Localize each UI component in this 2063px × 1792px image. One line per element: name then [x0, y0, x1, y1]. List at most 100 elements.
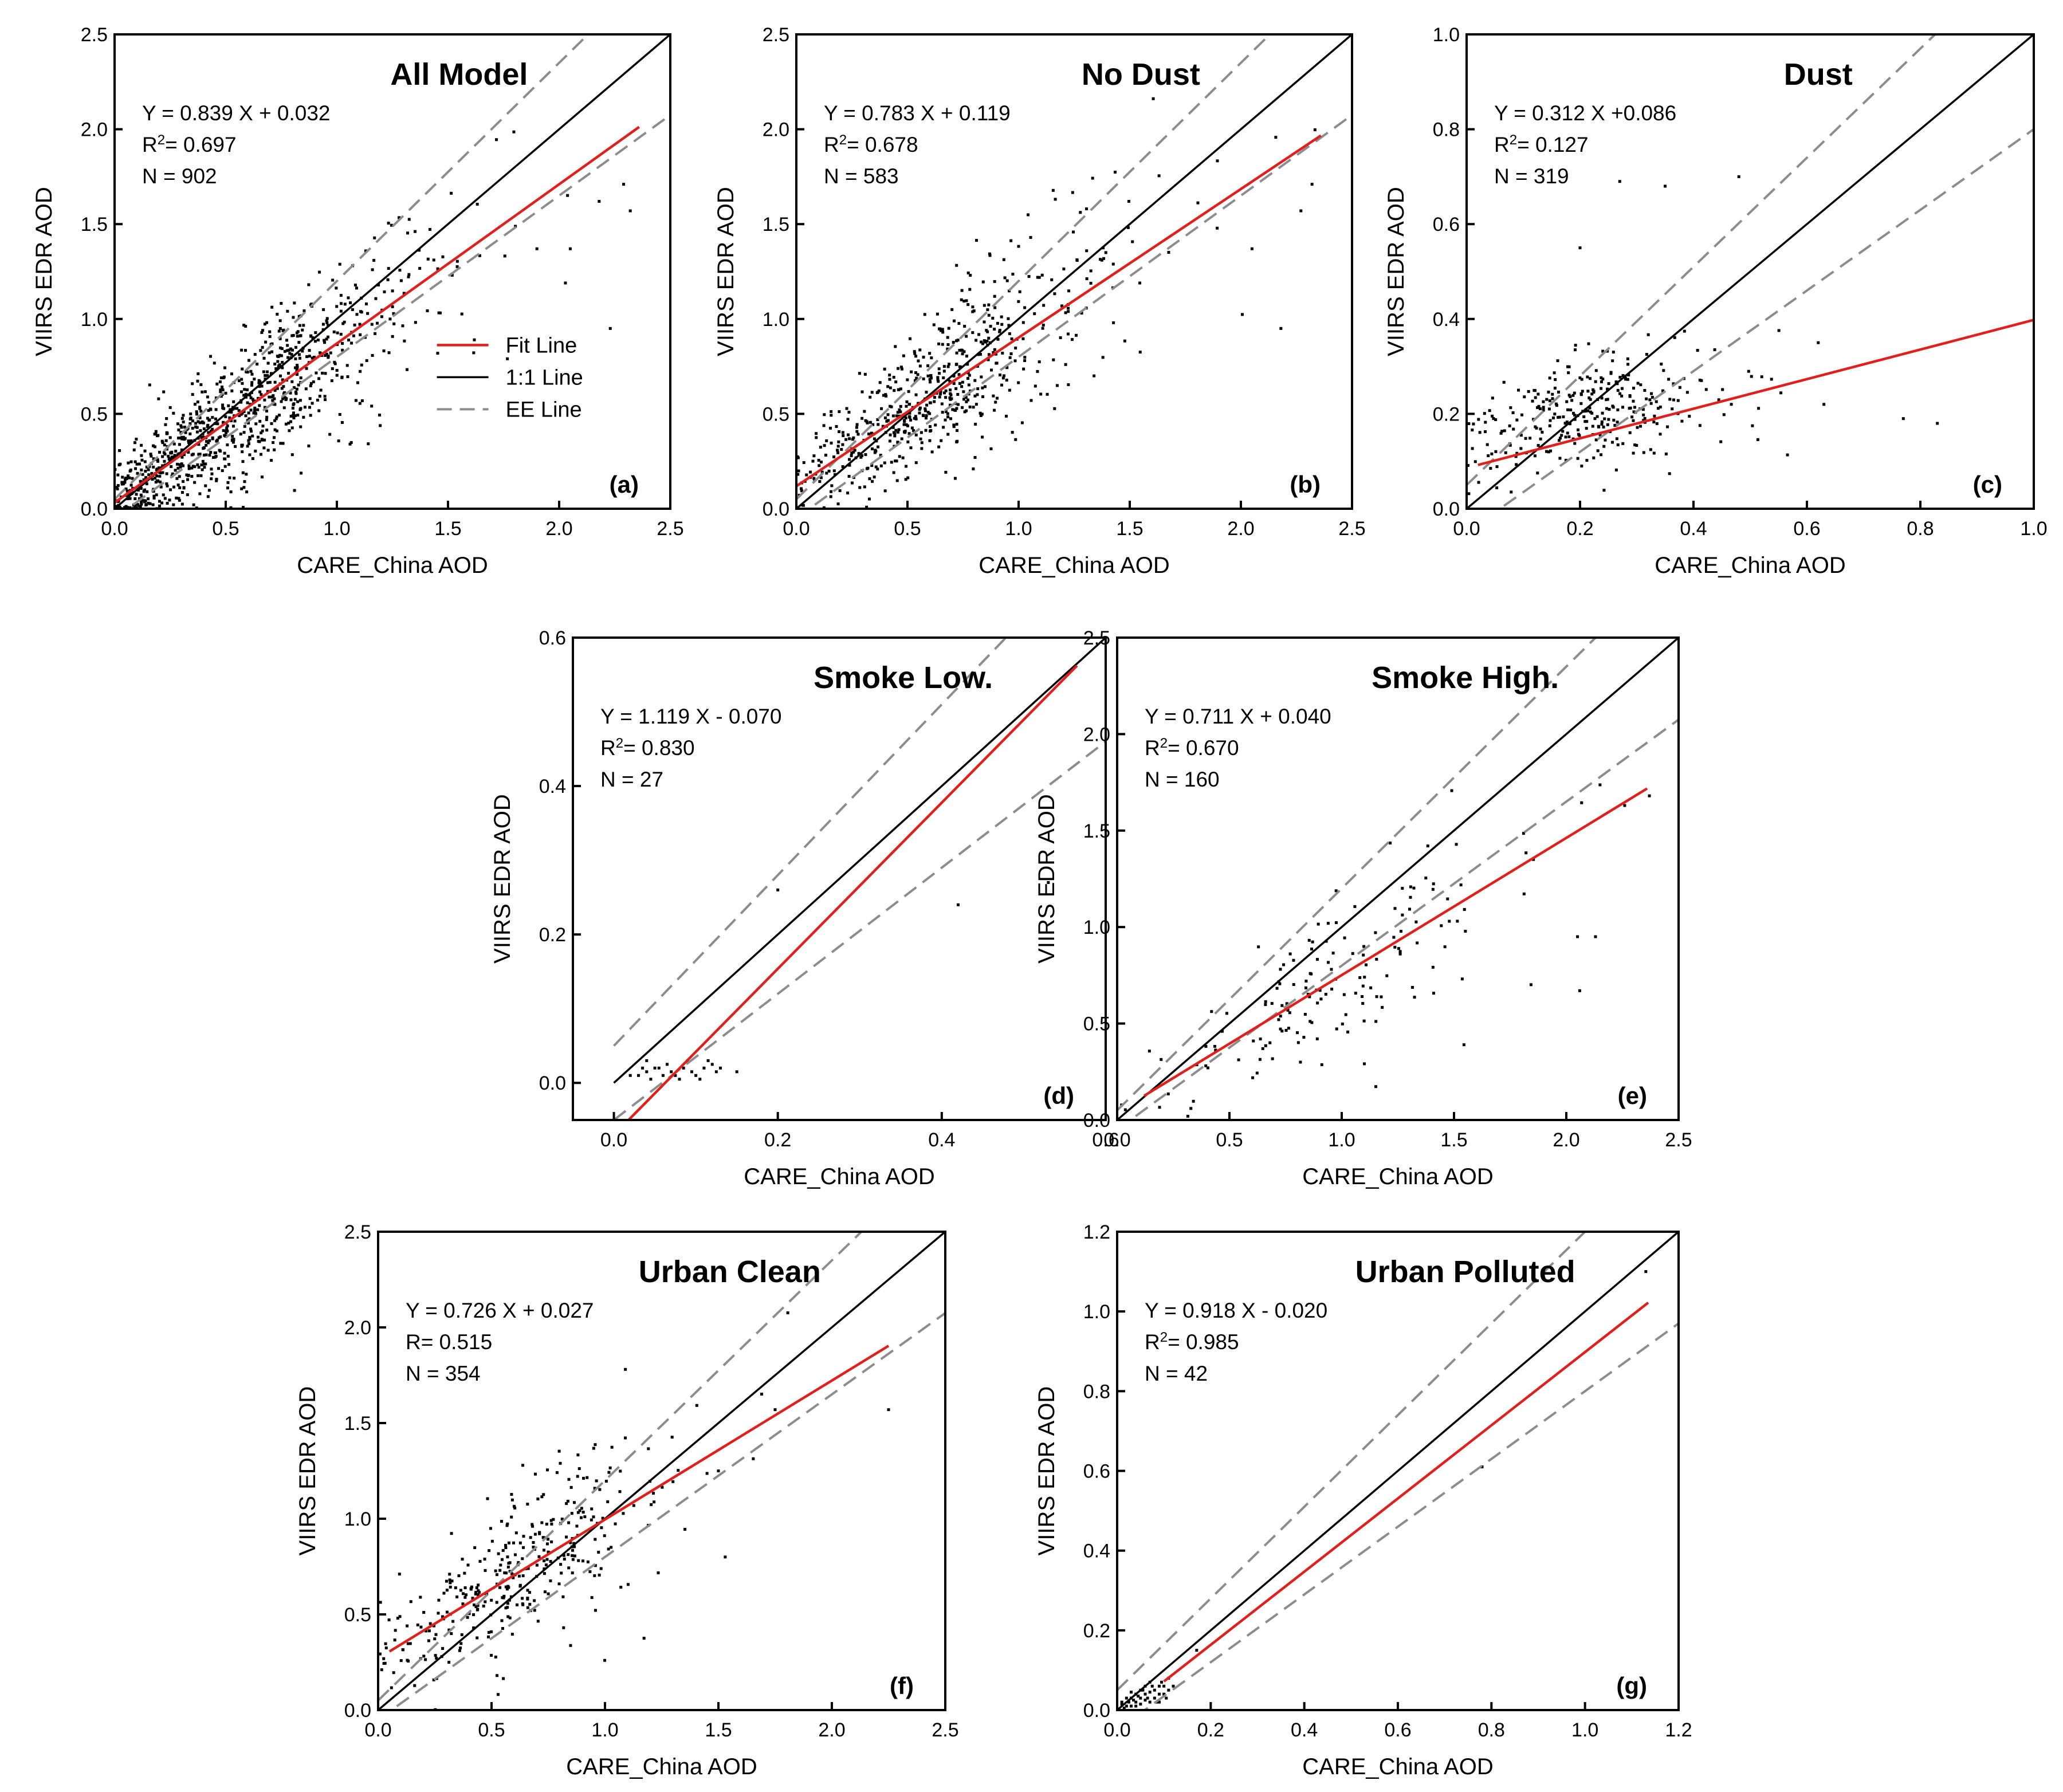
data-point	[1250, 247, 1253, 250]
data-point	[1515, 451, 1519, 455]
data-point	[1565, 421, 1569, 424]
data-point	[341, 341, 344, 345]
data-point	[1587, 342, 1590, 345]
data-point	[1494, 418, 1498, 422]
data-point	[904, 478, 907, 481]
data-point	[226, 424, 229, 427]
data-point	[268, 351, 271, 355]
data-point	[398, 269, 402, 272]
data-point	[1225, 1012, 1228, 1015]
data-point	[253, 406, 257, 410]
data-point	[289, 398, 293, 402]
data-point	[477, 1583, 480, 1587]
data-point	[1192, 1099, 1195, 1103]
data-point	[1645, 353, 1648, 356]
data-point	[1643, 389, 1647, 392]
data-point	[241, 382, 244, 385]
data-point	[1158, 1106, 1161, 1109]
data-point	[282, 406, 286, 410]
data-point	[147, 501, 150, 505]
data-point	[1017, 245, 1020, 248]
data-point	[406, 1642, 410, 1645]
data-point	[304, 387, 308, 391]
data-point	[1561, 430, 1565, 433]
data-point	[1556, 359, 1559, 363]
data-point	[910, 426, 914, 430]
data-point	[281, 366, 284, 370]
data-point	[454, 1586, 457, 1590]
data-point	[1318, 989, 1322, 992]
data-point	[1598, 433, 1602, 437]
data-point	[724, 1555, 727, 1559]
data-point	[350, 341, 353, 345]
data-point	[998, 328, 1001, 332]
data-point	[598, 1573, 601, 1577]
data-point	[1472, 422, 1475, 426]
data-point	[264, 374, 267, 377]
data-point	[1602, 489, 1606, 492]
data-point	[575, 1524, 579, 1528]
data-point	[1626, 357, 1629, 360]
data-point	[979, 352, 982, 356]
data-point	[182, 480, 185, 483]
data-point	[418, 249, 421, 252]
data-point	[969, 274, 972, 277]
data-point	[1331, 952, 1335, 955]
data-point	[153, 445, 156, 449]
data-point	[1756, 438, 1759, 441]
data-point	[936, 312, 939, 316]
data-point	[536, 1620, 540, 1623]
data-point	[572, 1501, 576, 1504]
data-point	[339, 332, 343, 336]
data-point	[960, 289, 964, 292]
data-point	[165, 431, 168, 434]
data-point	[1036, 276, 1039, 279]
data-point	[508, 1616, 512, 1620]
data-point	[1138, 281, 1142, 285]
data-point	[273, 448, 276, 451]
data-point	[364, 249, 367, 253]
data-point	[1491, 414, 1494, 418]
data-point	[1296, 1041, 1300, 1044]
data-point	[1566, 365, 1569, 368]
data-point	[478, 1559, 482, 1563]
data-point	[261, 345, 264, 349]
data-point	[472, 351, 476, 355]
data-point	[158, 500, 161, 503]
x-tick-label: 1.0	[591, 1719, 618, 1741]
data-point	[973, 394, 977, 398]
data-point	[1409, 895, 1412, 899]
data-point	[1607, 418, 1610, 421]
data-point	[1443, 945, 1447, 949]
data-point	[158, 474, 162, 478]
data-point	[383, 290, 386, 293]
data-point	[924, 409, 927, 412]
data-point	[1760, 375, 1763, 379]
data-point	[394, 1629, 397, 1632]
data-point	[272, 441, 275, 444]
data-point	[476, 202, 479, 206]
data-point	[168, 498, 171, 502]
data-point	[182, 464, 185, 467]
data-point	[1315, 1037, 1319, 1040]
panel-a: 0.0 0.5 1.0 1.5 2.0 2.50.00.51.01.52.02.5CARE…	[32, 24, 684, 578]
data-point	[265, 370, 269, 374]
data-point	[540, 1495, 544, 1499]
data-point	[460, 1633, 463, 1636]
data-point	[844, 438, 848, 441]
data-point	[182, 421, 185, 424]
data-point	[1583, 410, 1587, 413]
data-point	[402, 292, 406, 295]
data-point	[154, 480, 158, 484]
data-point	[1605, 398, 1608, 402]
data-point	[958, 365, 961, 368]
panel-label: (f)	[890, 1672, 914, 1699]
data-point	[213, 361, 216, 365]
data-point	[193, 465, 197, 469]
data-point	[156, 458, 159, 462]
fit-line	[1143, 787, 1648, 1097]
data-point	[604, 1479, 608, 1483]
data-point	[449, 1581, 452, 1585]
data-point	[569, 1644, 572, 1647]
